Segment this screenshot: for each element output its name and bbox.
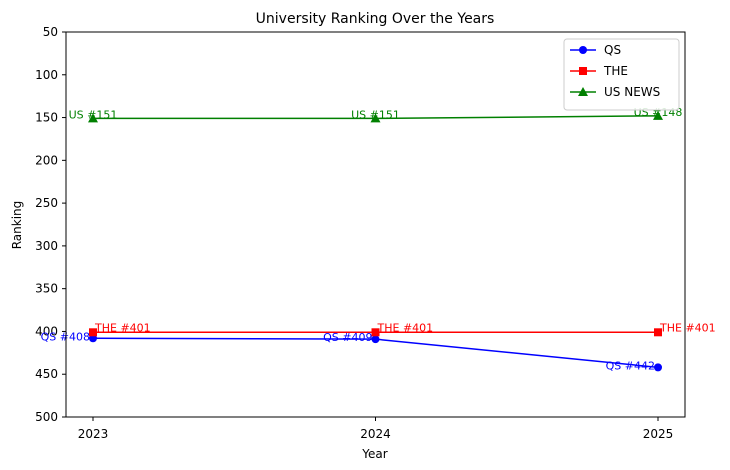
data-point-the — [654, 328, 662, 337]
legend-marker-qs — [579, 46, 587, 54]
y-tick-label: 300 — [35, 239, 58, 253]
data-point-qs — [654, 363, 662, 372]
data-label-the: THE #401 — [659, 321, 716, 334]
data-label-qs: QS #442 — [606, 359, 655, 372]
y-tick-label: 500 — [35, 410, 58, 424]
legend-label-qs: QS — [604, 43, 621, 57]
y-tick-label: 350 — [35, 282, 58, 296]
data-label-qs: QS #408 — [41, 330, 90, 343]
x-axis-label: Year — [361, 447, 387, 461]
y-tick-label: 150 — [35, 111, 58, 125]
data-point-us-news — [653, 110, 663, 120]
legend-marker-us-news — [578, 87, 588, 96]
x-tick-label: 2023 — [78, 427, 109, 441]
y-tick-label: 400 — [35, 324, 58, 338]
y-tick-label: 50 — [43, 25, 58, 39]
data-point-qs — [371, 335, 380, 344]
data-label-us-news: US #151 — [351, 108, 400, 121]
data-label-the: THE #401 — [377, 321, 434, 334]
data-point-us-news — [370, 113, 381, 123]
x-tick-label: 2025 — [643, 427, 674, 441]
data-label-qs: QS #409 — [323, 331, 372, 344]
y-tick-label: 450 — [35, 367, 58, 381]
legend-label-the: THE — [603, 64, 628, 78]
y-tick-label: 200 — [35, 153, 58, 167]
y-axis-label: Ranking — [10, 201, 24, 250]
legend: QS THE US NEWS — [563, 38, 680, 111]
data-point-the — [371, 328, 380, 337]
y-tick-label: 250 — [35, 196, 58, 210]
x-tick-label: 2024 — [360, 427, 391, 441]
legend-marker-the — [579, 67, 587, 75]
data-point-the — [89, 328, 97, 337]
data-label-us-news: US #151 — [69, 108, 118, 121]
y-tick-label: 100 — [35, 68, 58, 82]
data-point-us-news — [88, 113, 98, 123]
plot-frame — [65, 31, 686, 418]
data-label-the: THE #401 — [94, 321, 151, 334]
plot-area: 50 100 150 200 250 300 350 400 450 500 2023 2024 202… — [35, 25, 716, 441]
legend-label-us-news: US NEWS — [604, 85, 660, 99]
chart-title: University Ranking Over the Years — [256, 11, 495, 27]
